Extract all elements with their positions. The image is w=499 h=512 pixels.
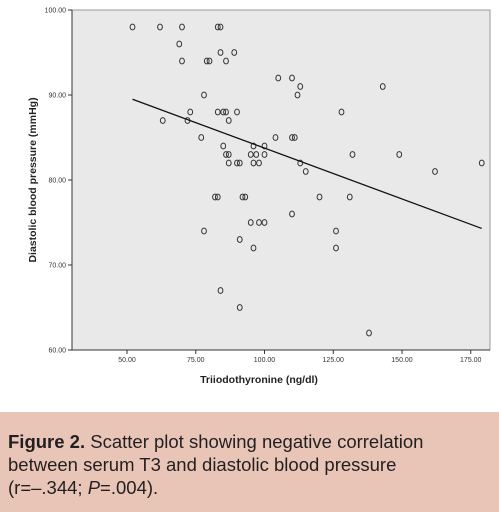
x-tick-label: 175.00 (460, 357, 482, 364)
data-point (212, 193, 218, 201)
data-points (129, 23, 485, 337)
y-axis-label: Diastolic blood pressure (mmHg) (27, 97, 39, 262)
data-point (346, 193, 353, 201)
caption-p-symbol: P (87, 477, 101, 498)
data-point (217, 23, 224, 31)
y-tick-label: 80.00 (48, 178, 66, 185)
plot-area (71, 9, 491, 351)
x-axis-label: Triiodothyronine (ng/dl) (200, 374, 318, 386)
caption-line-3: (r=–.344; P=.004). (8, 476, 495, 499)
data-point (217, 287, 224, 294)
data-point (432, 168, 438, 175)
data-point (261, 151, 268, 158)
data-point (236, 236, 243, 243)
data-point (349, 151, 356, 158)
x-tick-label: 75.00 (187, 357, 205, 364)
data-point (231, 49, 238, 56)
figure-caption: Figure 2. Scatter plot showing negative … (0, 412, 499, 512)
data-point (225, 159, 232, 167)
y-tick-label: 100.00 (45, 8, 67, 15)
data-point (236, 159, 243, 167)
data-point (261, 142, 268, 150)
data-point (256, 219, 262, 226)
data-point (201, 91, 207, 99)
caption-line-1: Figure 2. Scatter plot showing negative … (8, 430, 495, 453)
x-tick-label: 50.00 (118, 357, 136, 364)
data-point (250, 244, 257, 252)
data-point (333, 227, 339, 235)
data-point (302, 168, 309, 175)
data-point (214, 23, 221, 31)
data-point (220, 142, 227, 150)
data-point (217, 49, 224, 56)
data-point (159, 117, 166, 124)
data-point (379, 83, 386, 90)
y-tick-label: 70.00 (48, 263, 66, 270)
data-point (198, 134, 205, 141)
data-point (289, 210, 295, 218)
data-point (256, 159, 262, 167)
caption-text-3b: =.004). (100, 477, 159, 498)
y-tick-label: 60.00 (48, 348, 66, 355)
data-point (201, 227, 207, 235)
data-point (214, 108, 221, 116)
data-point (239, 193, 246, 201)
data-point (214, 193, 221, 201)
data-point (289, 74, 295, 82)
data-point (338, 108, 345, 116)
data-point (478, 159, 485, 167)
data-point (297, 83, 304, 90)
data-point (261, 219, 268, 226)
data-point (242, 193, 249, 201)
data-point (203, 57, 210, 65)
data-point (179, 57, 185, 65)
caption-label: Figure 2. (8, 431, 86, 452)
data-point (275, 74, 282, 82)
data-point (289, 134, 295, 141)
data-point (220, 108, 227, 116)
data-point (250, 142, 257, 150)
data-point (294, 91, 301, 99)
y-tick-label: 90.00 (48, 93, 66, 100)
data-point (396, 151, 403, 158)
data-point (253, 151, 260, 158)
x-tick-label: 125.00 (323, 357, 345, 364)
caption-text-3a: (r=–.344; (8, 477, 88, 498)
trend-line (132, 98, 482, 230)
data-point (297, 159, 304, 167)
data-point (234, 159, 240, 167)
caption-text-1: Scatter plot showing negative correlatio… (85, 431, 424, 452)
data-point (223, 57, 229, 65)
data-point (247, 219, 254, 226)
data-point (179, 23, 185, 31)
data-point (247, 151, 254, 158)
data-point (206, 57, 213, 65)
data-point (187, 108, 194, 116)
x-ticks: 50.00 75.00 100.00 125.00 150.00 175.00 (118, 350, 482, 364)
data-point (291, 134, 298, 141)
x-tick-label: 150.00 (391, 357, 413, 364)
data-point (223, 108, 229, 116)
data-point (129, 23, 136, 31)
data-point (333, 244, 339, 252)
data-point (225, 117, 232, 124)
scatter-chart: 60.00 70.00 80.00 90.00 100.00 50.00 75.00 100… (27, 8, 491, 386)
y-ticks: 60.00 70.00 80.00 90.00 100.00 (45, 8, 72, 355)
data-point (236, 304, 243, 311)
caption-line-2: between serum T3 and diastolic blood pre… (8, 454, 397, 475)
data-point (250, 159, 257, 167)
data-point (157, 23, 163, 31)
x-tick-label: 100.00 (254, 357, 276, 364)
data-point (223, 151, 229, 158)
data-point (366, 329, 372, 337)
data-point (316, 193, 323, 201)
data-point (225, 151, 232, 158)
data-point (176, 40, 183, 48)
data-point (234, 108, 240, 116)
data-point (272, 134, 279, 141)
